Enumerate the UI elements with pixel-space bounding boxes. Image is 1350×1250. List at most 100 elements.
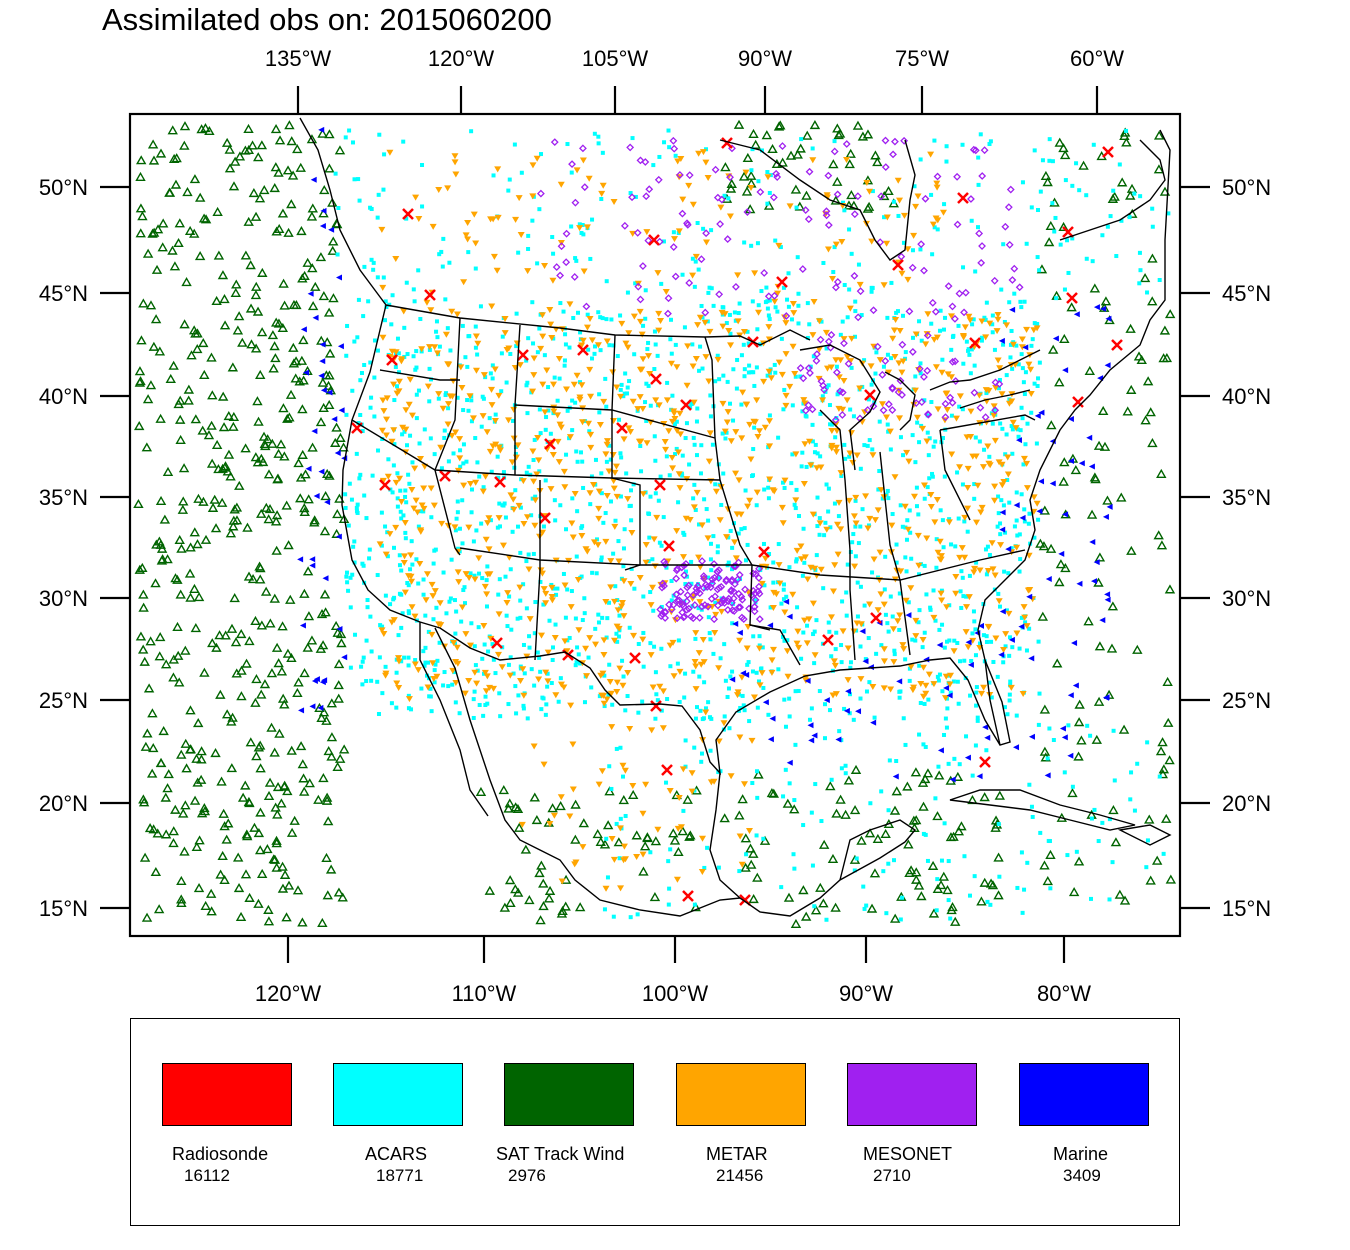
acars-marker <box>947 638 952 643</box>
acars-marker <box>653 716 658 721</box>
sat-track-wind-marker <box>154 632 166 642</box>
metar-marker <box>600 700 608 707</box>
acars-marker <box>349 497 354 502</box>
marine-marker <box>313 493 320 500</box>
acars-marker <box>832 501 837 506</box>
metar-marker <box>461 690 469 697</box>
mesonet-marker <box>683 591 692 600</box>
sat-track-wind-marker <box>283 540 294 550</box>
acars-marker <box>976 182 981 187</box>
sat-track-wind-marker <box>818 898 829 908</box>
acars-marker <box>898 689 903 694</box>
acars-marker <box>853 309 858 314</box>
acars-marker <box>346 588 351 593</box>
acars-marker <box>992 347 997 352</box>
acars-marker <box>896 213 901 218</box>
acars-marker <box>979 335 984 340</box>
metar-marker <box>736 637 744 644</box>
sat-track-wind-marker <box>1070 465 1082 475</box>
acars-marker <box>1014 490 1019 495</box>
mesonet-marker <box>661 607 670 616</box>
metar-marker <box>984 567 992 574</box>
sat-track-wind-marker <box>1059 333 1070 344</box>
acars-marker <box>522 671 527 676</box>
metar-marker <box>515 502 523 509</box>
acars-marker <box>652 367 657 372</box>
acars-marker <box>464 459 469 464</box>
acars-marker <box>621 394 626 399</box>
acars-marker <box>767 298 772 303</box>
metar-marker <box>676 668 684 675</box>
metar-marker <box>937 553 945 560</box>
acars-marker <box>790 403 795 408</box>
marine-marker <box>729 676 736 683</box>
acars-marker <box>944 696 949 701</box>
acars-marker <box>689 402 694 407</box>
acars-marker <box>810 439 815 444</box>
acars-marker <box>581 485 586 490</box>
radiosonde-marker <box>424 289 436 301</box>
metar-marker <box>382 670 390 677</box>
metar-marker <box>817 566 825 573</box>
metar-marker <box>1025 361 1033 368</box>
acars-marker <box>972 619 977 624</box>
metar-marker <box>481 583 489 590</box>
metar-marker <box>561 638 569 645</box>
acars-marker <box>414 557 419 562</box>
marine-marker <box>1044 772 1051 779</box>
sat-track-wind-marker <box>221 709 233 719</box>
metar-marker <box>849 459 857 466</box>
metar-marker <box>816 520 824 527</box>
acars-marker <box>481 713 486 718</box>
metar-marker <box>697 661 705 668</box>
radiosonde-marker <box>864 389 876 401</box>
acars-marker <box>358 378 363 383</box>
mesonet-marker <box>715 290 724 299</box>
acars-marker <box>613 584 618 589</box>
mesonet-marker <box>820 385 829 394</box>
acars-marker <box>943 315 948 320</box>
sat-track-wind-marker <box>142 248 154 258</box>
acars-marker <box>1070 784 1075 789</box>
mesonet-marker <box>941 399 950 408</box>
marine-marker <box>326 389 333 396</box>
acars-marker <box>856 541 861 546</box>
metar-marker <box>848 335 856 342</box>
sat-track-wind-marker <box>869 868 881 878</box>
acars-marker <box>711 651 716 656</box>
acars-marker <box>848 665 853 670</box>
acars-marker <box>822 702 827 707</box>
acars-marker <box>596 612 601 617</box>
metar-marker <box>543 367 551 374</box>
acars-marker <box>683 738 688 743</box>
mesonet-marker <box>900 136 909 145</box>
acars-marker <box>457 711 462 716</box>
metar-marker <box>809 157 817 164</box>
metar-marker <box>904 526 912 533</box>
sat-track-wind-marker <box>277 861 288 871</box>
acars-marker <box>493 671 498 676</box>
mesonet-marker <box>726 173 734 182</box>
metar-marker <box>899 642 907 649</box>
acars-marker <box>847 287 852 292</box>
metar-marker <box>846 305 854 312</box>
acars-marker <box>360 659 365 664</box>
metar-marker <box>689 272 697 279</box>
sat-track-wind-marker <box>158 725 169 736</box>
sat-track-wind-marker <box>140 741 152 751</box>
acars-marker <box>362 493 367 498</box>
metar-marker <box>692 663 700 670</box>
acars-marker <box>987 454 992 459</box>
acars-marker <box>439 466 444 471</box>
acars-marker <box>691 496 696 501</box>
metar-marker <box>695 650 703 657</box>
acars-marker <box>1135 761 1140 766</box>
acars-marker <box>718 769 723 774</box>
acars-marker <box>345 323 350 328</box>
acars-marker <box>394 705 399 710</box>
metar-marker <box>583 673 591 680</box>
acars-marker <box>1100 820 1105 825</box>
sat-track-wind-marker <box>148 155 160 165</box>
acars-marker <box>910 637 915 642</box>
sat-track-wind-marker <box>1140 415 1151 425</box>
